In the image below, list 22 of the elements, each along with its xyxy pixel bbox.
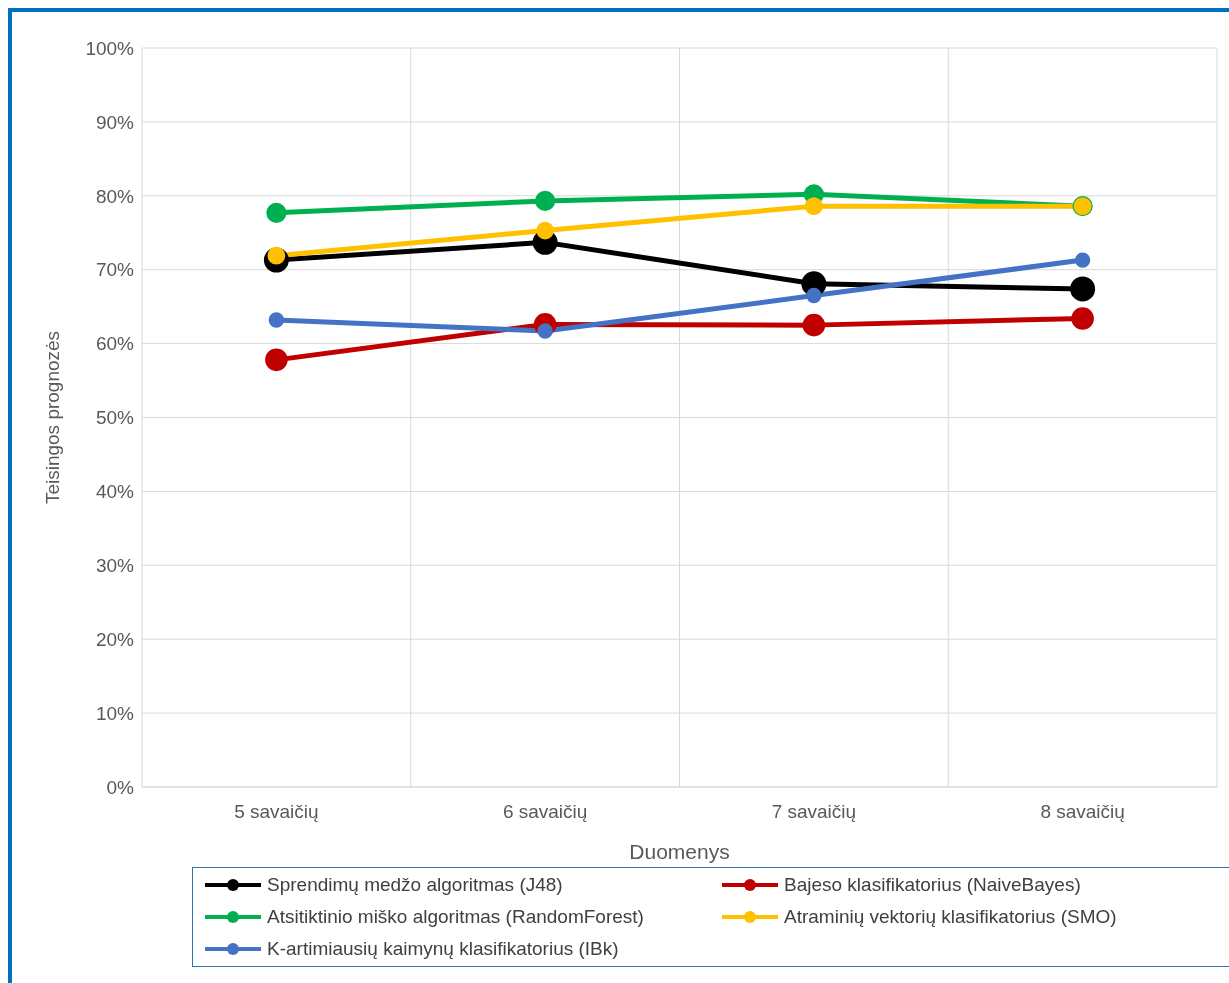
legend-label: Sprendimų medžo algoritmas (J48) xyxy=(267,874,563,896)
x-tick-label: 6 savaičių xyxy=(502,801,588,823)
y-tick-label: 20% xyxy=(95,628,135,650)
y-tick-label: 100% xyxy=(85,37,135,59)
y-tick-label: 50% xyxy=(95,407,135,429)
x-tick-label: 5 savaičių xyxy=(234,801,319,823)
legend-label: K-artimiausių kaimynų klasifikatorius (IBk) xyxy=(267,938,619,960)
y-tick-label: 0% xyxy=(106,776,135,798)
y-tick-label: 70% xyxy=(95,259,135,281)
legend-label: Bajeso klasifikatorius (NaiveBayes) xyxy=(784,874,1081,896)
x-axis-title: Duomenys xyxy=(629,840,730,863)
y-axis-title: Teisingos prognozės xyxy=(41,330,63,505)
y-tick-label: 60% xyxy=(95,333,135,355)
legend-label: Atsitiktinio miško algoritmas (RandomForest) xyxy=(267,906,644,928)
y-tick-label: 30% xyxy=(95,555,135,577)
legend-label: Atraminių vektorių klasifikatorius (SMO) xyxy=(784,906,1117,928)
y-tick-label: 40% xyxy=(95,481,135,503)
x-tick-label: 7 savaičių xyxy=(771,801,857,823)
x-tick-label: 8 savaičių xyxy=(1040,801,1125,823)
y-tick-label: 90% xyxy=(95,111,135,133)
y-tick-label: 80% xyxy=(95,185,135,207)
y-tick-label: 10% xyxy=(95,702,135,724)
